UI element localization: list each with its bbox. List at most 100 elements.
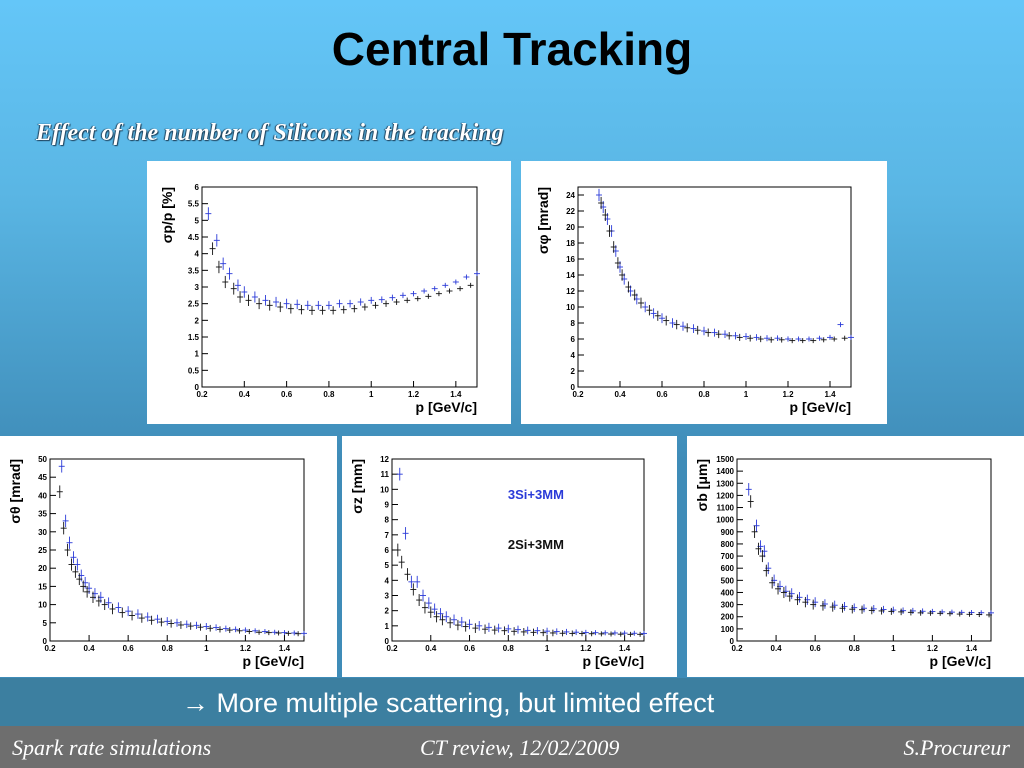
data-point bbox=[511, 627, 518, 636]
data-point bbox=[74, 558, 81, 571]
data-point bbox=[187, 622, 194, 630]
y-tick-label: 11 bbox=[381, 470, 390, 479]
y-tick-label: 6 bbox=[571, 335, 576, 344]
data-point bbox=[105, 597, 112, 609]
data-point bbox=[304, 300, 311, 310]
data-point bbox=[659, 313, 665, 324]
data-point bbox=[457, 286, 464, 292]
data-point bbox=[849, 604, 856, 614]
chart-panel-theta-resolution: 0 5 10 15 20 25 30 35 40 45 50 0.2 0.4 0.6 0.8 1 1.2 1.4 p… bbox=[0, 436, 337, 677]
data-point bbox=[230, 282, 237, 295]
y-tick-label: 1 bbox=[385, 622, 390, 631]
data-point bbox=[309, 305, 315, 315]
x-tick-label: 0.8 bbox=[323, 390, 335, 399]
y-tick-label: 4 bbox=[385, 576, 390, 585]
data-point bbox=[785, 336, 791, 342]
data-point bbox=[650, 308, 657, 319]
y-tick-label: 0 bbox=[385, 637, 390, 646]
data-point bbox=[946, 611, 953, 617]
y-tick-label: 22 bbox=[566, 207, 575, 216]
data-point bbox=[907, 609, 914, 616]
data-point bbox=[402, 527, 409, 540]
data-point bbox=[256, 298, 263, 310]
data-point bbox=[277, 301, 284, 313]
data-point bbox=[602, 209, 609, 221]
data-point bbox=[810, 599, 817, 610]
series-1 bbox=[209, 242, 474, 315]
data-point bbox=[578, 630, 585, 637]
chart-momentum-resolution: 0 0.5 1 1.5 2 2.5 3 3.5 4 4.5 5 5.5 6 0.2 0.4 0.6 0.8 1 1.… bbox=[159, 183, 480, 415]
data-point bbox=[416, 594, 423, 607]
data-point bbox=[425, 293, 432, 299]
data-point bbox=[393, 299, 400, 305]
data-point bbox=[76, 573, 83, 586]
data-point bbox=[437, 608, 444, 620]
data-point bbox=[394, 543, 401, 557]
data-point bbox=[209, 242, 216, 255]
x-tick-label: 0.2 bbox=[731, 644, 743, 653]
chart-panel-z-resolution: 0 1 2 3 4 5 6 7 8 9 10 11 12 0.2 0.4 0.6 0.8 1 1.2 1.4 p [Ge… bbox=[342, 436, 677, 677]
data-point bbox=[193, 621, 200, 629]
data-point bbox=[275, 630, 282, 636]
chart-panel-b-resolution: 0 100 200 300 400 500 600 700 800 900 1000 1100 1200… bbox=[687, 436, 1024, 677]
legend-entry: 3Si+3MM bbox=[508, 487, 564, 502]
data-point bbox=[763, 564, 770, 577]
data-point bbox=[361, 303, 368, 311]
x-tick-label: 1.4 bbox=[450, 390, 462, 399]
data-point bbox=[144, 612, 151, 622]
data-point bbox=[431, 286, 438, 292]
data-point bbox=[956, 611, 963, 617]
data-point bbox=[84, 586, 91, 598]
data-point bbox=[101, 599, 108, 611]
plot-frame bbox=[201, 186, 478, 388]
y-tick-label: 0 bbox=[43, 637, 48, 646]
x-tick-label: 1 bbox=[204, 644, 209, 653]
chart-b-resolution: 0 100 200 300 400 500 600 700 800 900 1000 1100 1200… bbox=[694, 455, 994, 669]
plot-frame bbox=[49, 458, 305, 642]
data-point bbox=[467, 282, 474, 288]
series-1 bbox=[394, 543, 644, 637]
x-tick-label: 1.2 bbox=[782, 390, 794, 399]
y-tick-label: 50 bbox=[38, 455, 47, 464]
y-tick-label: 3 bbox=[195, 283, 200, 292]
data-point bbox=[425, 597, 432, 609]
data-point bbox=[755, 542, 762, 555]
series-0 bbox=[396, 467, 647, 636]
y-tick-label: 20 bbox=[566, 223, 575, 232]
data-point bbox=[927, 610, 934, 616]
y-tick-label: 2 bbox=[195, 316, 200, 325]
data-point bbox=[115, 602, 122, 613]
data-point bbox=[592, 630, 599, 636]
data-point bbox=[451, 614, 458, 626]
data-point bbox=[582, 629, 589, 636]
x-tick-label: 0.8 bbox=[849, 644, 861, 653]
data-point bbox=[472, 623, 479, 633]
data-point bbox=[281, 630, 288, 636]
x-tick-label: 0.4 bbox=[239, 390, 251, 399]
data-point bbox=[442, 282, 449, 288]
data-point bbox=[237, 291, 244, 303]
data-point bbox=[80, 580, 87, 593]
y-tick-label: 4 bbox=[571, 351, 576, 360]
data-point bbox=[60, 521, 67, 535]
data-point bbox=[743, 333, 749, 341]
data-point bbox=[966, 611, 973, 617]
data-point bbox=[262, 294, 269, 306]
data-point bbox=[722, 330, 728, 339]
data-point bbox=[404, 297, 411, 304]
y-tick-label: 10 bbox=[566, 303, 575, 312]
data-point bbox=[625, 281, 632, 293]
chart-panel-momentum-resolution: 0 0.5 1 1.5 2 2.5 3 3.5 4 4.5 5 5.5 6 0.2 0.4 0.6 0.8 1 1.… bbox=[147, 161, 511, 424]
y-tick-label: 30 bbox=[38, 528, 47, 537]
chart-panel-phi-resolution: 0 2 4 6 8 10 12 14 16 18 20 22 24 0.2 0.4 0.6 0.8 1 1.2 1.4… bbox=[521, 161, 887, 424]
data-point bbox=[573, 629, 580, 636]
data-point bbox=[602, 630, 609, 636]
data-point bbox=[129, 610, 136, 621]
series-1 bbox=[747, 495, 993, 618]
data-point bbox=[937, 610, 944, 616]
data-point bbox=[745, 483, 752, 496]
x-axis-label: p [GeV/c] bbox=[416, 399, 477, 415]
data-point bbox=[389, 294, 396, 301]
data-point bbox=[816, 335, 823, 341]
data-point bbox=[563, 628, 570, 635]
